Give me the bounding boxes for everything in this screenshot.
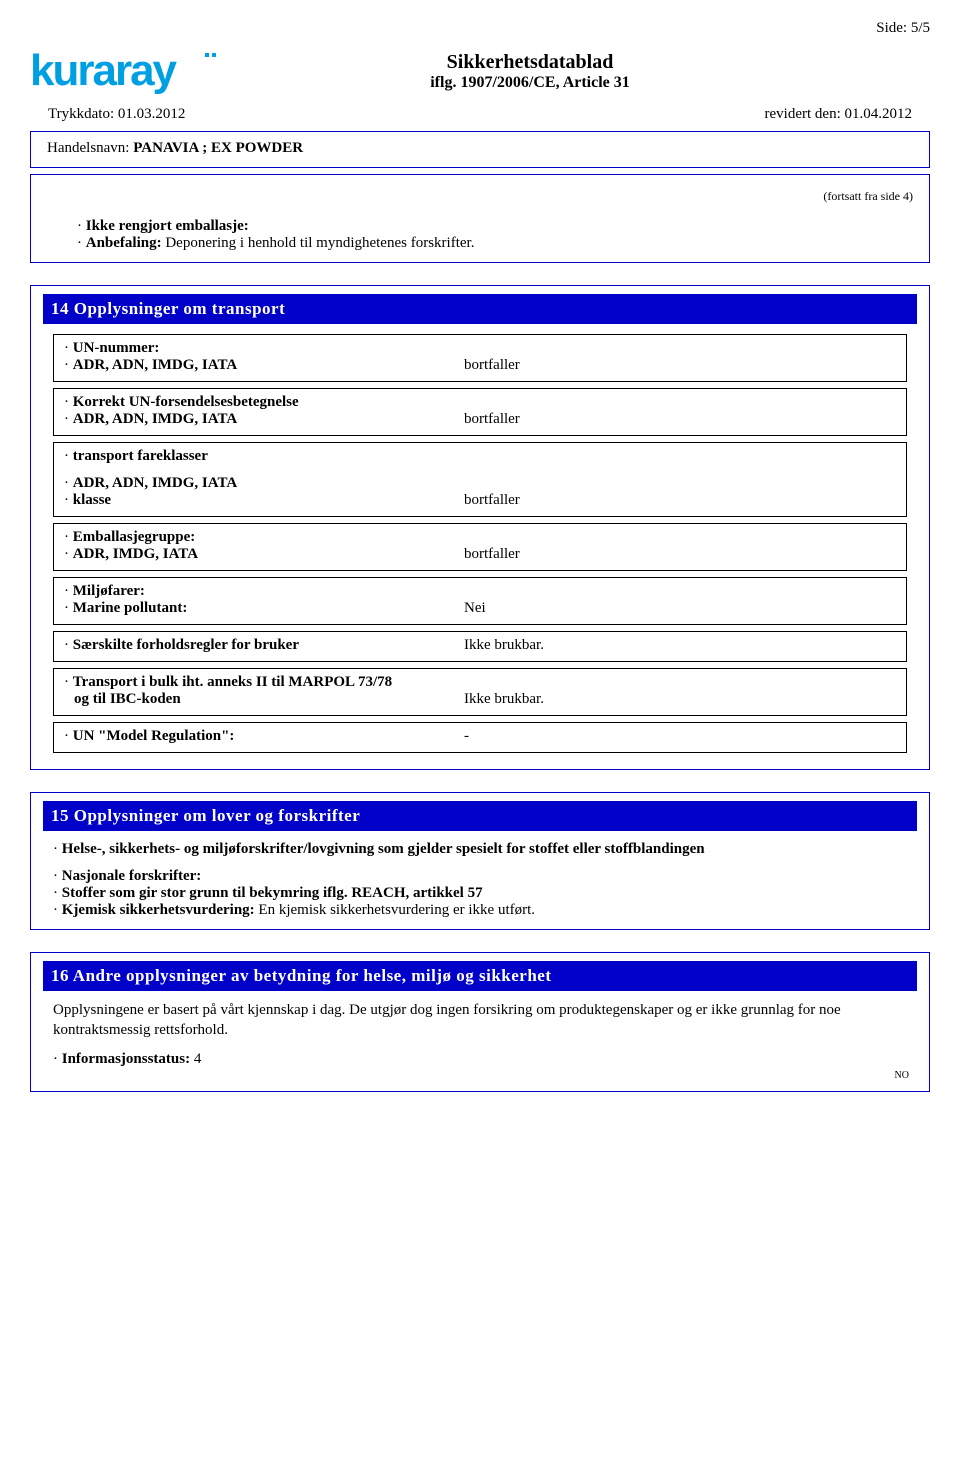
bulk-row: og til IBC-koden Ikke brukbar. <box>64 691 896 708</box>
section-14-header: 14 Opplysninger om transport <box>43 294 917 324</box>
packing-label: · Emballasjegruppe: <box>64 529 896 546</box>
shipping-value: bortfaller <box>464 411 896 428</box>
hazard-class-label: klasse <box>73 492 111 508</box>
page-number: Side: 5/5 <box>30 20 930 37</box>
tradename-box: Handelsnavn: PANAVIA ; EX POWDER <box>30 131 930 168</box>
section-15-box: 15 Opplysninger om lover og forskrifter … <box>30 792 930 930</box>
svg-text:kuraray: kuraray <box>30 46 178 95</box>
model-row: · UN "Model Regulation": - <box>64 728 896 745</box>
shipping-modes: ADR, ADN, IMDG, IATA <box>73 411 237 427</box>
env-hazard-box: · Miljøfarer: · Marine pollutant: Nei <box>53 577 907 625</box>
section-16-box: 16 Andre opplysninger av betydning for h… <box>30 952 930 1092</box>
precautions-box: · Særskilte forholdsregler for bruker Ik… <box>53 631 907 662</box>
precautions-row: · Særskilte forholdsregler for bruker Ik… <box>64 637 896 654</box>
tradename-value: PANAVIA ; EX POWDER <box>133 140 303 156</box>
print-date: Trykkdato: 01.03.2012 <box>48 106 185 123</box>
continued-from: (fortsatt fra side 4) <box>47 183 913 218</box>
model-regulation-box: · UN "Model Regulation": - <box>53 722 907 753</box>
header-row: kuraray Sikkerhetsdatablad iflg. 1907/20… <box>30 45 930 102</box>
hazard-header: · transport fareklasser <box>64 448 896 465</box>
hazard-class-row: · klasse bortfaller <box>64 492 896 509</box>
un-number-box: · UN-nummer: · ADR, ADN, IMDG, IATA bort… <box>53 334 907 382</box>
uncleaned-label: · Ikke rengjort emballasje: <box>77 218 913 235</box>
logo-block: kuraray <box>30 45 290 102</box>
packing-modes: ADR, IMDG, IATA <box>73 546 198 562</box>
s15-line4: · Kjemisk sikkerhetsvurdering: En kjemis… <box>53 902 907 919</box>
s15-line2: · Nasjonale forskrifter: <box>53 868 907 885</box>
model-value: - <box>464 728 896 745</box>
section-16-body: Opplysningene er basert på vårt kjennska… <box>47 1001 913 1040</box>
s15-line1: · Helse-, sikkerhets- og miljøforskrifte… <box>53 841 907 858</box>
section-15-header: 15 Opplysninger om lover og forskrifter <box>43 801 917 831</box>
revised-date: revidert den: 01.04.2012 <box>765 106 912 123</box>
bulk-transport-box: · Transport i bulk iht. anneks II til MA… <box>53 668 907 716</box>
marine-row: · Marine pollutant: Nei <box>64 600 896 617</box>
section-16-header: 16 Andre opplysninger av betydning for h… <box>43 961 917 991</box>
section-15-body: · Helse-, sikkerhets- og miljøforskrifte… <box>47 841 913 919</box>
no-marker: NO <box>47 1070 913 1081</box>
shipping-name-label: · Korrekt UN-forsendelsesbetegnelse <box>64 394 896 411</box>
un-number-row: · ADR, ADN, IMDG, IATA bortfaller <box>64 357 896 374</box>
hazard-modes: · ADR, ADN, IMDG, IATA <box>64 475 896 492</box>
packing-value: bortfaller <box>464 546 896 563</box>
section-14-box: 14 Opplysninger om transport · UN-nummer… <box>30 285 930 770</box>
title-block: Sikkerhetsdatablad iflg. 1907/2006/CE, A… <box>290 45 770 92</box>
marine-label: Marine pollutant: <box>73 600 188 616</box>
pretext-block: · Ikke rengjort emballasje: · Anbefaling… <box>47 218 913 252</box>
bulk-label2: og til IBC-koden <box>74 691 181 707</box>
bulk-label1: · Transport i bulk iht. anneks II til MA… <box>64 674 896 691</box>
kuraray-logo: kuraray <box>30 45 260 97</box>
tradename-label: Handelsnavn: <box>47 140 133 156</box>
precautions-label: Særskilte forholdsregler for bruker <box>73 637 299 653</box>
hazard-value: bortfaller <box>464 492 896 509</box>
un-value: bortfaller <box>464 357 896 374</box>
un-modes: ADR, ADN, IMDG, IATA <box>73 357 237 373</box>
env-label: · Miljøfarer: <box>64 583 896 600</box>
bulk-value: Ikke brukbar. <box>464 691 896 708</box>
doc-title: Sikkerhetsdatablad <box>290 51 770 74</box>
marine-value: Nei <box>464 600 896 617</box>
model-label: UN "Model Regulation": <box>73 728 235 744</box>
precautions-value: Ikke brukbar. <box>464 637 896 654</box>
shipping-name-row: · ADR, ADN, IMDG, IATA bortfaller <box>64 411 896 428</box>
packing-group-box: · Emballasjegruppe: · ADR, IMDG, IATA bo… <box>53 523 907 571</box>
pre-section-box: (fortsatt fra side 4) · Ikke rengjort em… <box>30 174 930 263</box>
dates-row: Trykkdato: 01.03.2012 revidert den: 01.0… <box>30 106 930 131</box>
hazard-class-box: · transport fareklasser · ADR, ADN, IMDG… <box>53 442 907 517</box>
shipping-name-box: · Korrekt UN-forsendelsesbetegnelse · AD… <box>53 388 907 436</box>
recommendation-line: · Anbefaling: Deponering i henhold til m… <box>77 235 913 252</box>
s15-line3: · Stoffer som gir stor grunn til bekymri… <box>53 885 907 902</box>
un-number-label: · UN-nummer: <box>64 340 896 357</box>
doc-subtitle: iflg. 1907/2006/CE, Article 31 <box>290 74 770 92</box>
packing-row: · ADR, IMDG, IATA bortfaller <box>64 546 896 563</box>
s16-status: · Informasjonsstatus: 4 <box>47 1050 913 1070</box>
